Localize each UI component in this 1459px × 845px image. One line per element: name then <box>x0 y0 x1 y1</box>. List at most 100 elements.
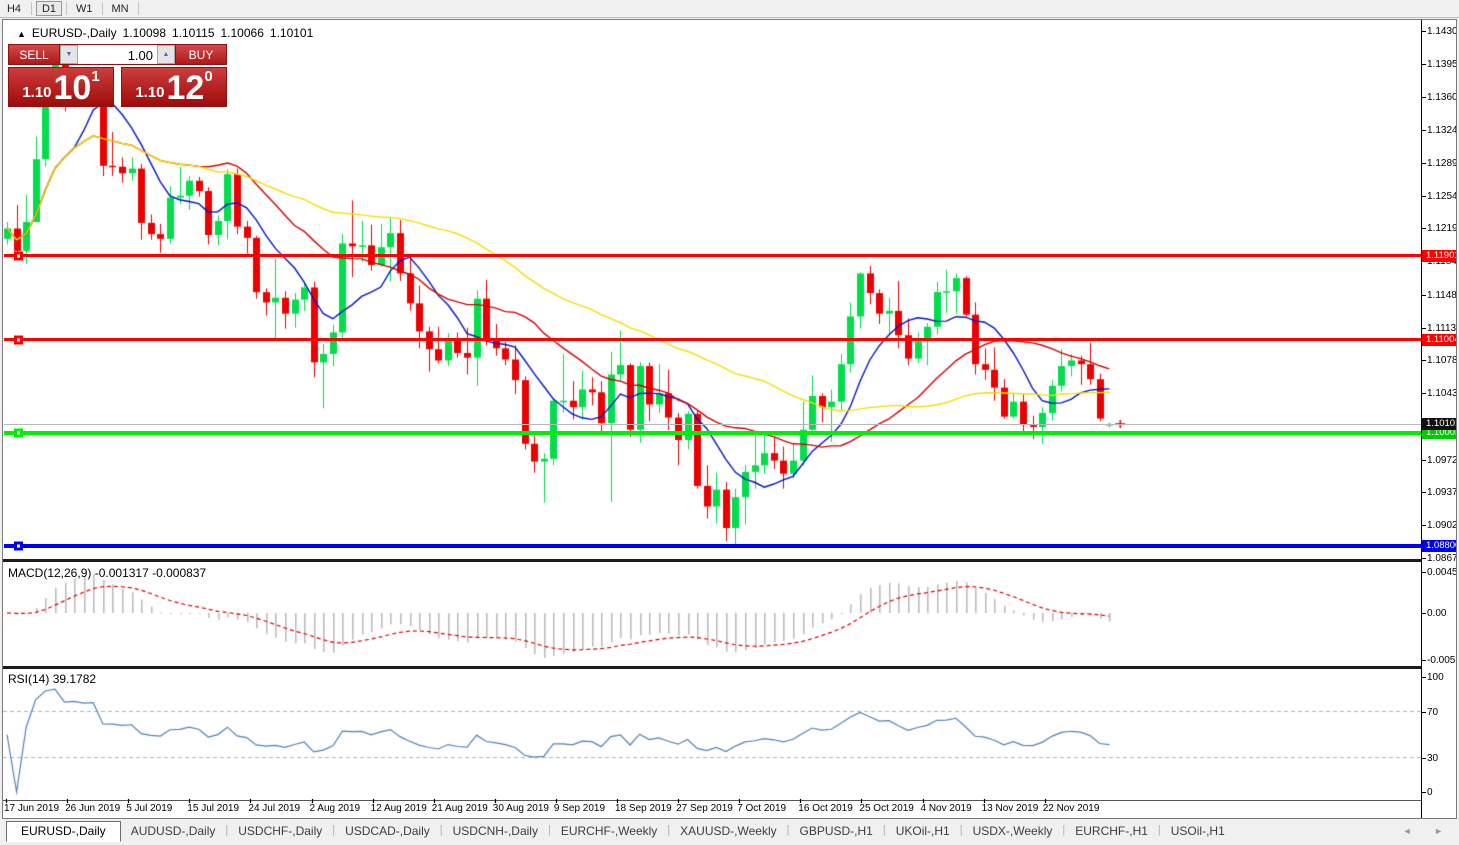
tab-usdx-weekly[interactable]: USDX-,Weekly <box>972 824 1053 838</box>
toolbar-separator <box>137 2 139 15</box>
timeframe-button-h4[interactable]: H4 <box>6 2 22 15</box>
price-axis-label: 1.09720 <box>1422 455 1456 466</box>
toolbar-separator <box>31 2 32 15</box>
timeframe-button-mn[interactable]: MN <box>111 2 129 15</box>
price-tag-1-08800: 1.08800 <box>1422 539 1456 552</box>
date-axis-label: 22 Nov 2019 <box>1042 799 1100 814</box>
date-axis-label: 17 Jun 2019 <box>4 799 60 814</box>
volume-increase-icon[interactable]: ▲ <box>157 45 175 64</box>
price-axis-label: 1.13600 <box>1422 92 1456 103</box>
timeframe-button-w1[interactable]: W1 <box>76 2 93 15</box>
tab-divider: | <box>332 824 336 836</box>
rsi-axis-label: 70 <box>1422 706 1439 718</box>
price-axis-label: 1.09370 <box>1422 487 1456 498</box>
ohlc-low: 1.10066 <box>220 26 264 40</box>
rsi-dateaxis-separator <box>3 800 1421 801</box>
buy-quote-box[interactable]: 1.10 12 0 <box>121 67 227 107</box>
date-axis-label: 9 Sep 2019 <box>553 799 606 814</box>
tab-divider: | <box>959 824 963 836</box>
support-line-blue[interactable] <box>4 541 1421 551</box>
volume-input[interactable] <box>78 45 157 64</box>
tab-ukoil-h1[interactable]: UKOil-,H1 <box>895 824 950 838</box>
rsi-pane-title: RSI(14) 39.1782 <box>8 672 96 686</box>
tab-usdchf-daily[interactable]: USDCHF-,Daily <box>238 824 323 838</box>
tab-eurchf-h1[interactable]: EURCHF-,H1 <box>1075 824 1148 838</box>
sell-price-prefix: 1.10 <box>22 84 52 101</box>
price-axis-label: 1.09020 <box>1422 520 1456 531</box>
sell-button[interactable]: SELL <box>19 47 49 62</box>
resistance-line-1-handle[interactable] <box>14 251 23 261</box>
date-axis-label: 13 Nov 2019 <box>981 799 1039 814</box>
timeframe-button-d1[interactable]: D1 <box>36 1 62 16</box>
sell-quote-box[interactable]: 1.10 10 1 <box>8 67 114 107</box>
resistance-line-1[interactable] <box>4 251 1421 261</box>
macd-label: MACD(12,26,9) <box>8 566 92 580</box>
macd-rsi-separator[interactable] <box>3 666 1421 669</box>
rsi-axis-label: 30 <box>1422 752 1439 764</box>
price-tag-1-10003: 1.10003 <box>1422 427 1456 440</box>
date-axis-label: 12 Aug 2019 <box>370 799 427 814</box>
timeframe-toolbar: H4 D1 W1 MN <box>0 0 1459 18</box>
chart-tab-bar: EURUSD-,Daily AUDUSD-,Daily | USDCHF-,Daily… <box>0 820 1459 845</box>
tab-usoil-h1[interactable]: USOil-,H1 <box>1170 824 1225 838</box>
macd-axis-label: 0.00 <box>1422 608 1447 619</box>
macd-axis-label: -0.005206 <box>1422 655 1456 666</box>
date-axis-label: 7 Oct 2019 <box>737 799 787 814</box>
collapse-trade-panel-icon[interactable]: ▲ <box>17 29 26 39</box>
price-axis-label: 1.11480 <box>1422 290 1456 301</box>
price-axis[interactable]: 1.14300 1.13950 1.13600 1.13240 1.12890 1.125… <box>1421 20 1456 818</box>
support-line-green[interactable] <box>4 428 1421 438</box>
tab-audusd-daily[interactable]: AUDUSD-,Daily <box>130 824 216 838</box>
macd-pane-title: MACD(12,26,9) -0.001317 -0.000837 <box>8 566 206 580</box>
chart-plot-area[interactable] <box>3 20 1421 818</box>
date-axis-label: 15 Jul 2019 <box>187 799 240 814</box>
trade-panel-quotes: 1.10 10 1 1.10 12 0 <box>8 67 227 107</box>
rsi-label: RSI(14) <box>8 672 50 686</box>
tab-divider: | <box>1062 824 1066 836</box>
macd-values: -0.001317 -0.000837 <box>94 566 207 580</box>
price-axis-label: 1.08670 <box>1422 553 1456 564</box>
chart-ohlc-header: ▲ EURUSD-,Daily 1.10098 1.10115 1.10066 1.101… <box>17 26 313 40</box>
tab-scroll-arrows[interactable]: ◄ ► <box>1402 826 1453 836</box>
sell-price-big: 10 <box>53 69 92 107</box>
rsi-axis-label: 100 <box>1422 672 1444 683</box>
date-axis-label: 30 Aug 2019 <box>492 799 549 814</box>
tab-usdcad-daily[interactable]: USDCAD-,Daily <box>345 824 430 838</box>
buy-price-prefix: 1.10 <box>135 84 165 101</box>
tab-divider: | <box>667 824 671 836</box>
resistance-line-2-handle[interactable] <box>14 335 23 344</box>
ohlc-high: 1.10115 <box>172 26 215 40</box>
price-axis-label: 1.13950 <box>1422 59 1456 70</box>
date-axis-label: 16 Oct 2019 <box>798 799 853 814</box>
buy-button[interactable]: BUY <box>188 47 214 62</box>
date-axis-label: 27 Sep 2019 <box>676 799 733 814</box>
ohlc-open: 1.10098 <box>122 26 166 40</box>
price-axis-label: 1.12190 <box>1422 223 1456 234</box>
price-axis-label: 1.10780 <box>1422 355 1456 366</box>
volume-decrease-icon[interactable]: ▼ <box>60 45 78 64</box>
chart-symbol-title: EURUSD-,Daily <box>31 26 117 40</box>
tab-gbpusd-h1[interactable]: GBPUSD-,H1 <box>799 824 873 838</box>
volume-stepper: ▼ ▲ <box>59 45 176 64</box>
price-axis-label: 1.12890 <box>1422 158 1456 169</box>
price-axis-label: 1.11840 <box>1422 256 1456 267</box>
tab-xauusd-weekly[interactable]: XAUUSD-,Weekly <box>680 824 777 838</box>
tab-eurchf-weekly[interactable]: EURCHF-,Weekly <box>560 824 658 838</box>
buy-price-big: 12 <box>166 69 205 107</box>
date-axis-label: 18 Sep 2019 <box>615 799 672 814</box>
date-axis-label: 5 Jul 2019 <box>126 799 173 814</box>
price-axis-label: 1.14300 <box>1422 26 1456 37</box>
date-axis-label: 26 Jun 2019 <box>65 799 121 814</box>
trade-panel-controls: SELL ▼ ▲ BUY <box>8 44 227 65</box>
tab-eurusd-daily[interactable]: EURUSD-,Daily <box>6 821 121 842</box>
resistance-line-2[interactable] <box>4 335 1421 344</box>
macd-axis-label: 0.004536 <box>1422 567 1456 578</box>
tab-usdcnh-daily[interactable]: USDCNH-,Daily <box>452 824 538 838</box>
tab-divider: | <box>882 824 886 836</box>
main-macd-separator[interactable] <box>3 559 1421 562</box>
rsi-values: 39.1782 <box>52 672 97 686</box>
support-line-green-handle[interactable] <box>14 428 23 438</box>
support-line-blue-handle[interactable] <box>14 541 23 551</box>
price-tag-1-11004: 1.11004 <box>1422 333 1456 346</box>
